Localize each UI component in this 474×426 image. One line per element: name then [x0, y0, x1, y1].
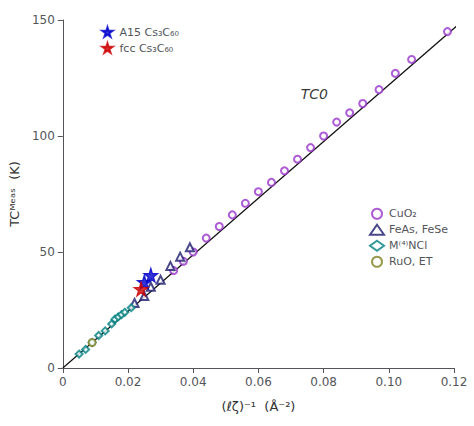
svg-text:0.08: 0.08 — [310, 375, 337, 389]
svg-text:A15 Cs₃C₆₀: A15 Cs₃C₆₀ — [119, 26, 179, 39]
svg-text:0.10: 0.10 — [375, 375, 402, 389]
svg-text:0: 0 — [59, 375, 67, 389]
svg-text:M⁽⁴⁾NCl: M⁽⁴⁾NCl — [389, 239, 427, 252]
svg-text:fcc Cs₃C₆₀: fcc Cs₃C₆₀ — [119, 42, 173, 55]
svg-text:RuO, ET: RuO, ET — [389, 255, 433, 268]
svg-text:0.06: 0.06 — [245, 375, 272, 389]
svg-text:CuO₂: CuO₂ — [389, 207, 417, 220]
svg-text:0.04: 0.04 — [180, 375, 207, 389]
svg-text:0.02: 0.02 — [115, 375, 142, 389]
svg-text:0.12: 0.12 — [441, 375, 468, 389]
svg-text:150: 150 — [32, 13, 55, 27]
svg-text:(ℓζ)⁻¹ (Å⁻²): (ℓζ)⁻¹ (Å⁻²) — [221, 399, 295, 414]
svg-text:50: 50 — [40, 245, 55, 259]
svg-text:100: 100 — [32, 129, 55, 143]
svg-text:TCᴹᵉᵃˢ (K): TCᴹᵉᵃˢ (K) — [7, 161, 22, 228]
svg-text:TC0: TC0 — [301, 86, 328, 102]
svg-text:FeAs, FeSe: FeAs, FeSe — [389, 223, 448, 236]
svg-text:0: 0 — [47, 361, 55, 375]
